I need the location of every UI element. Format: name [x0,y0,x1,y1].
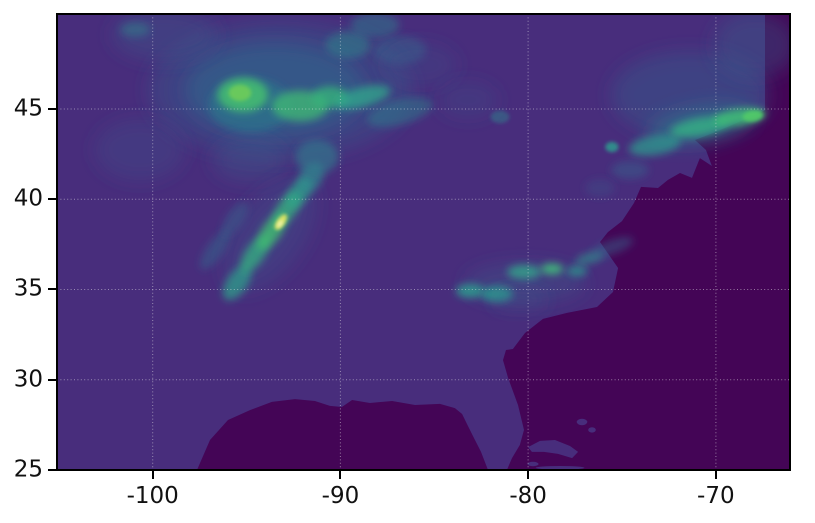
y-tick-label: 30 [13,366,43,393]
x-tick-label: -70 [697,483,735,509]
x-tick [714,471,717,479]
x-tick [151,471,154,479]
x-tick-label: -80 [509,483,547,509]
plot-area [56,13,791,471]
weather-intensity-map [57,14,790,470]
y-tick [48,198,56,201]
y-tick-label: 45 [13,95,43,122]
y-tick-label: 35 [13,275,43,302]
y-tick-label: 25 [13,456,43,483]
y-tick [48,378,56,381]
x-tick [527,471,530,479]
y-tick [48,469,56,471]
y-tick-label: 40 [13,185,43,212]
y-tick [48,107,56,110]
x-tick-label: -90 [321,483,360,509]
x-tick-label: -100 [126,483,179,509]
y-tick [48,288,56,291]
x-tick [339,471,342,479]
